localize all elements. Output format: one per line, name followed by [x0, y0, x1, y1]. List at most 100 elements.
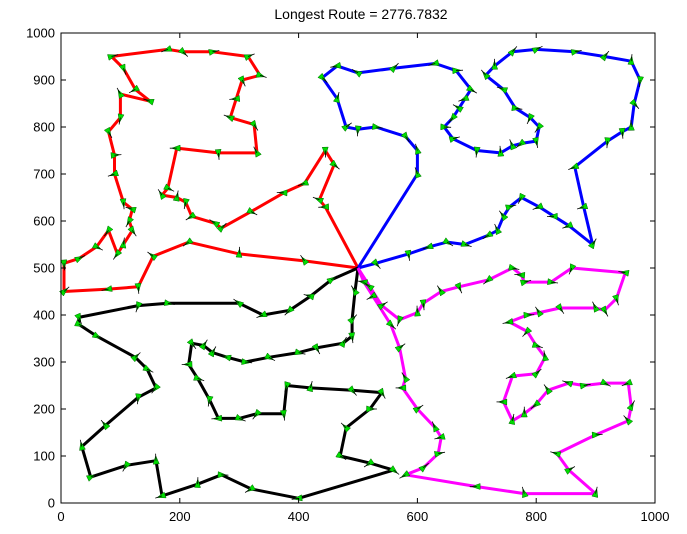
city-heading-tick	[393, 62, 399, 69]
city-marker	[498, 87, 509, 94]
city-heading-tick	[616, 298, 619, 306]
city-heading-tick	[633, 103, 640, 109]
city-heading-tick	[576, 206, 584, 210]
city-heading-tick	[96, 335, 103, 340]
city-marker	[397, 315, 405, 326]
city-heading-tick	[291, 497, 299, 500]
city-heading-tick	[351, 389, 357, 396]
y-tick-label: 100	[33, 449, 55, 464]
city-marker	[518, 192, 527, 203]
city-heading-tick	[268, 356, 276, 362]
city-heading-tick	[244, 488, 252, 493]
city-marker	[619, 269, 630, 277]
y-tick-label: 700	[33, 167, 55, 182]
city-heading-tick	[534, 126, 540, 133]
x-tick-label: 1000	[641, 509, 670, 524]
city-marker	[495, 225, 503, 236]
city-heading-tick	[300, 254, 305, 262]
y-tick-label: 600	[33, 214, 55, 229]
chart-title: Longest Route = 2776.7832	[274, 6, 447, 22]
city-heading-tick	[408, 253, 410, 261]
city-heading-tick	[137, 286, 140, 294]
city-heading-tick	[375, 263, 381, 269]
city-heading-tick	[515, 107, 523, 110]
city-heading-tick	[401, 372, 406, 379]
city-heading-tick	[350, 285, 356, 292]
city-heading-tick	[381, 301, 388, 306]
city-heading-tick	[220, 355, 228, 358]
city-heading-tick	[284, 310, 290, 316]
city-heading-tick	[342, 336, 347, 344]
city-heading-tick	[604, 310, 609, 317]
city-marker	[637, 76, 644, 86]
city-heading-tick	[118, 117, 121, 125]
city-heading-tick	[482, 234, 489, 240]
city-heading-tick	[458, 98, 466, 102]
city-heading-tick	[123, 237, 125, 245]
city-heading-tick	[209, 219, 216, 224]
city-heading-tick	[592, 238, 597, 245]
city-heading-tick	[78, 317, 82, 324]
city-marker	[135, 393, 142, 403]
city-heading-tick	[250, 211, 258, 216]
city-heading-tick	[104, 230, 109, 237]
city-heading-tick	[114, 154, 122, 156]
city-marker	[74, 256, 84, 264]
city-heading-tick	[363, 462, 371, 468]
city-heading-tick	[116, 87, 121, 95]
city-marker	[279, 409, 287, 420]
city-heading-tick	[331, 275, 338, 281]
city-heading-tick	[515, 143, 522, 149]
city-heading-tick	[207, 399, 210, 407]
city-marker	[533, 202, 544, 210]
y-tick-label: 400	[33, 308, 55, 323]
city-marker	[109, 169, 119, 177]
city-heading-tick	[298, 352, 306, 355]
city-marker	[563, 221, 574, 228]
city-heading-tick	[536, 345, 543, 349]
city-marker	[547, 278, 557, 286]
city-heading-tick	[499, 145, 501, 153]
markers-layer	[59, 45, 644, 502]
city-heading-tick	[452, 136, 460, 140]
city-heading-tick	[434, 436, 442, 440]
city-heading-tick	[253, 124, 259, 131]
city-heading-tick	[623, 415, 629, 422]
city-heading-tick	[535, 141, 539, 148]
city-heading-tick	[559, 307, 565, 314]
city-heading-tick	[436, 285, 442, 292]
city-heading-tick	[524, 279, 532, 283]
city-heading-tick	[221, 222, 227, 229]
city-heading-tick	[151, 387, 157, 394]
city-heading-tick	[253, 146, 258, 154]
city-heading-tick	[550, 281, 559, 284]
city-marker	[593, 302, 601, 313]
routes-layer	[62, 47, 642, 500]
city-heading-tick	[604, 50, 610, 57]
city-heading-tick	[256, 314, 264, 318]
city-heading-tick	[107, 173, 115, 177]
city-heading-tick	[176, 190, 179, 198]
y-tick-label: 0	[48, 496, 55, 511]
city-marker	[292, 494, 303, 502]
city-heading-tick	[517, 197, 522, 204]
y-tick-label: 800	[33, 120, 55, 135]
city-heading-tick	[458, 286, 463, 294]
city-heading-tick	[562, 380, 570, 384]
city-heading-tick	[135, 352, 141, 358]
city-heading-tick	[356, 280, 364, 283]
city-heading-tick	[284, 385, 288, 393]
city-marker	[74, 312, 82, 323]
city-heading-tick	[475, 150, 478, 158]
city-heading-tick	[122, 465, 127, 472]
city-heading-tick	[521, 486, 525, 494]
city-marker	[119, 198, 127, 208]
city-marker	[508, 263, 519, 271]
route-blue	[320, 47, 642, 270]
city-heading-tick	[505, 375, 513, 379]
city-heading-tick	[568, 166, 575, 170]
city-heading-tick	[146, 368, 154, 373]
city-marker	[579, 382, 590, 390]
y-tick-label: 1000	[26, 26, 55, 41]
city-marker	[511, 104, 522, 112]
